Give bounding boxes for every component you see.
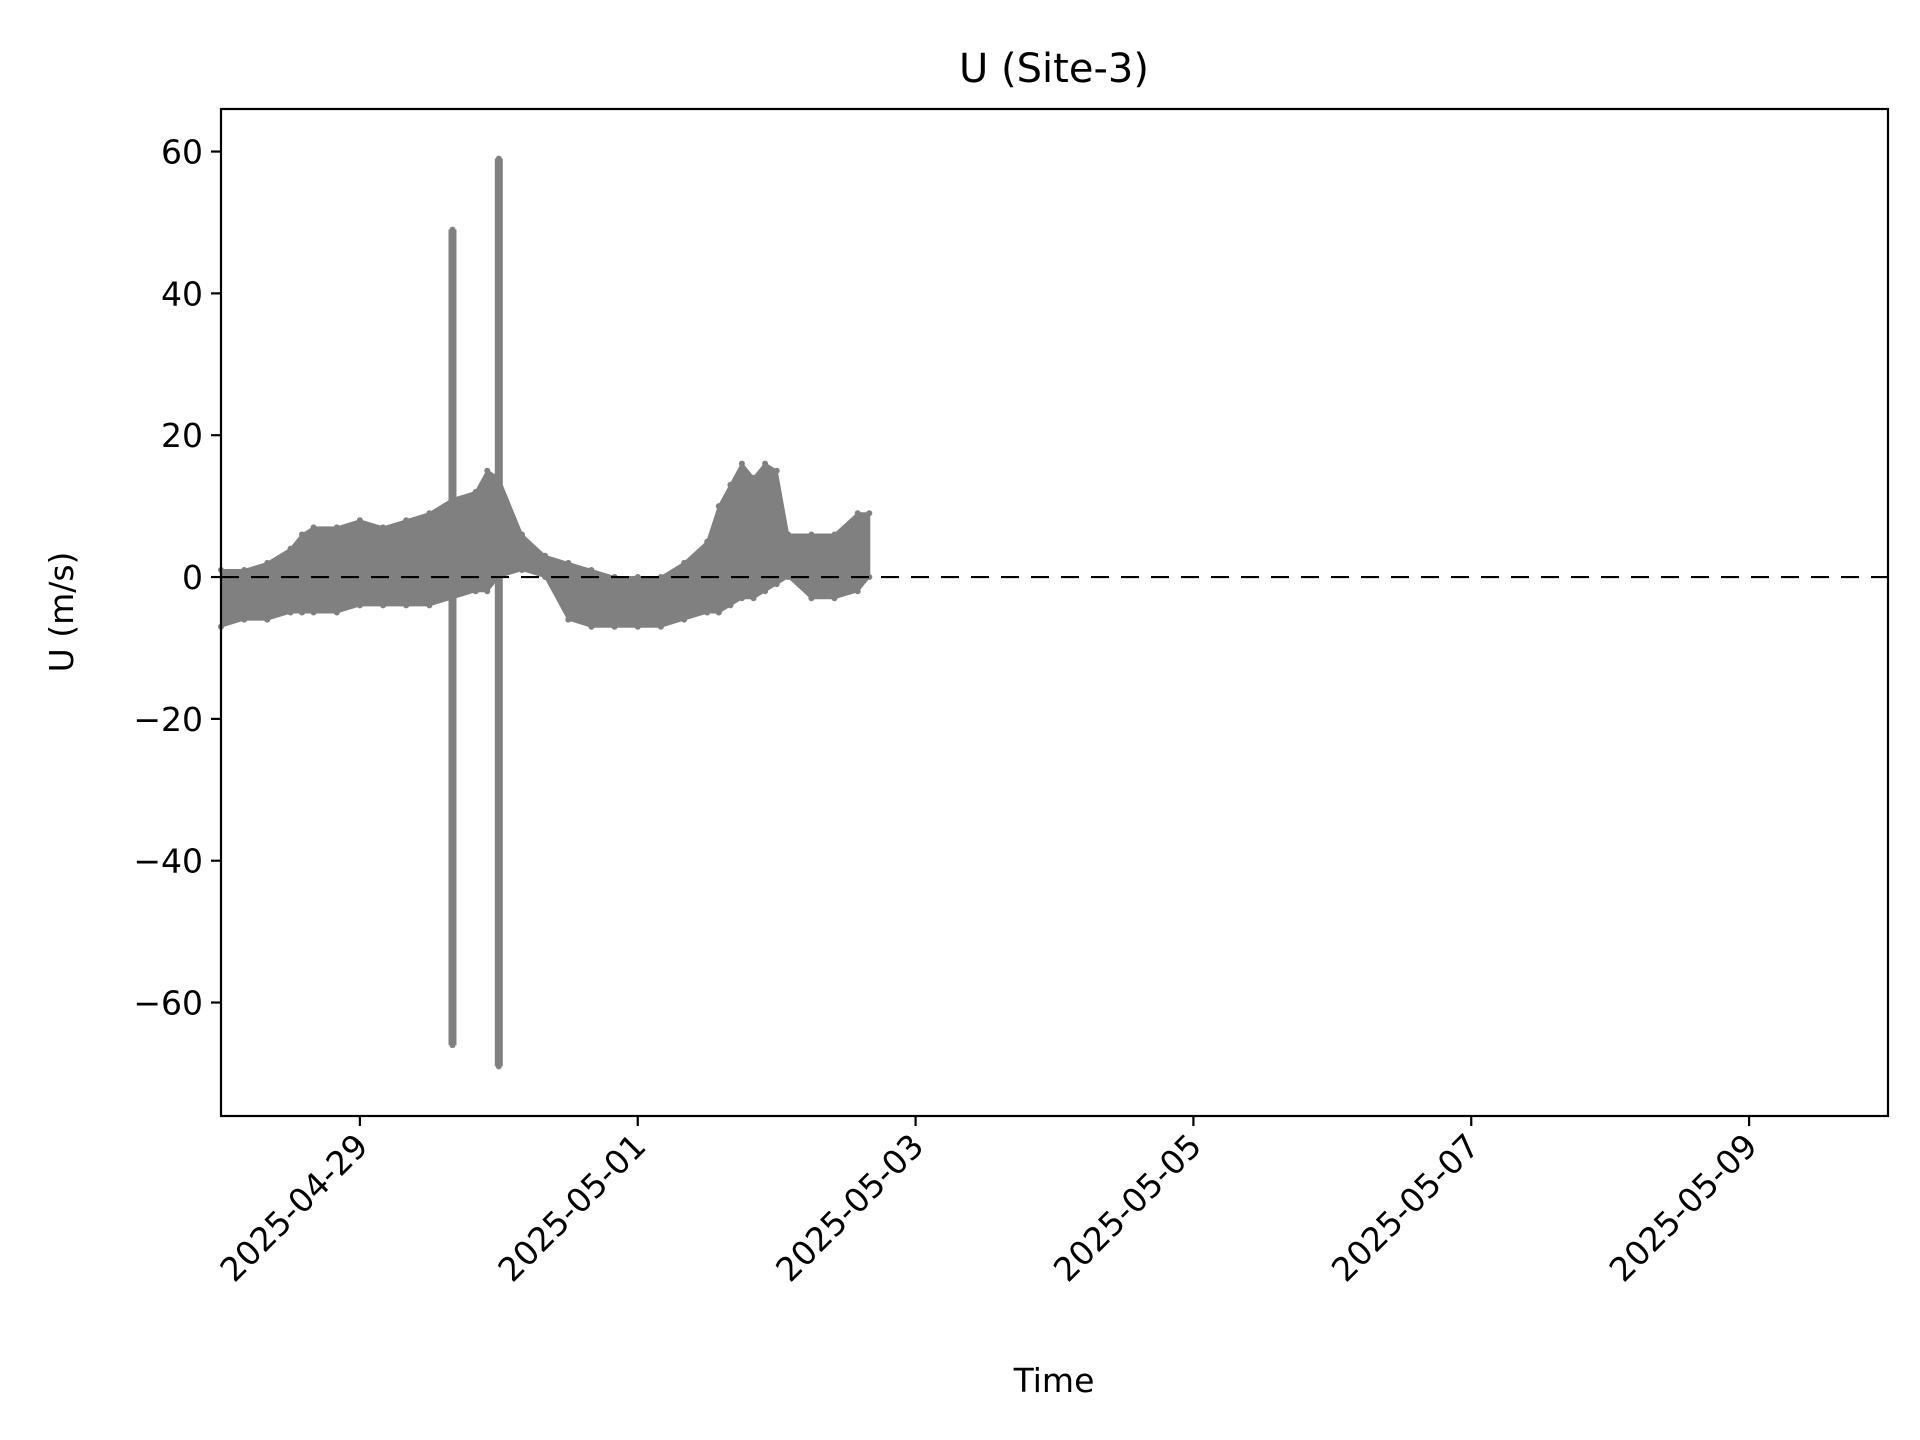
data-point-min-20 xyxy=(634,623,641,630)
data-point-max-30 xyxy=(785,531,792,538)
data-point-max-20 xyxy=(634,574,641,580)
data-point-max-24 xyxy=(715,503,722,510)
data-point-min-18 xyxy=(588,623,595,630)
data-point-max-10 xyxy=(426,510,433,517)
data-spike-1 xyxy=(494,158,503,1067)
data-point-min-26 xyxy=(738,595,745,602)
data-point-max-31 xyxy=(808,531,815,538)
data-point-max-7 xyxy=(356,517,363,524)
y-tick-label-5: −40 xyxy=(133,842,203,881)
data-point-max-17 xyxy=(565,559,572,566)
data-point-min-21 xyxy=(657,623,664,630)
data-point-min-16 xyxy=(542,574,549,580)
data-point-max-1 xyxy=(241,567,248,573)
data-point-max-28 xyxy=(762,460,769,467)
data-point-max-16 xyxy=(542,552,549,559)
data-point-min-32 xyxy=(831,595,838,602)
data-point-min-7 xyxy=(356,602,363,609)
data-point-min-8 xyxy=(380,602,387,609)
data-point-min-28 xyxy=(762,588,769,595)
x-axis-label: Time xyxy=(1013,1361,1095,1400)
data-point-min-3 xyxy=(287,609,294,616)
data-point-min-24 xyxy=(715,609,722,616)
y-tick-label-3: 0 xyxy=(182,558,203,597)
data-spike-top-0 xyxy=(449,226,456,233)
data-point-min-33 xyxy=(854,588,861,595)
data-point-max-13 xyxy=(484,467,491,474)
data-point-min-19 xyxy=(611,623,618,630)
data-point-min-23 xyxy=(704,609,711,616)
data-point-max-15 xyxy=(519,531,525,538)
data-point-max-21 xyxy=(657,574,664,580)
data-point-min-15 xyxy=(519,567,525,573)
data-point-max-5 xyxy=(310,524,317,531)
y-tick-label-2: 20 xyxy=(161,416,203,455)
data-point-min-6 xyxy=(333,609,340,616)
y-tick-label-6: −60 xyxy=(133,984,203,1023)
data-point-max-34 xyxy=(866,510,873,517)
data-point-max-26 xyxy=(738,460,745,467)
data-point-min-27 xyxy=(750,595,757,602)
data-point-max-27 xyxy=(750,474,757,481)
data-point-max-22 xyxy=(681,559,688,566)
data-point-max-9 xyxy=(403,517,410,524)
data-point-max-8 xyxy=(380,524,387,531)
data-point-min-34 xyxy=(866,574,873,580)
data-point-min-1 xyxy=(241,616,248,623)
data-point-max-3 xyxy=(287,545,294,552)
y-tick-label-1: 40 xyxy=(161,274,203,313)
y-tick-label-4: −20 xyxy=(133,700,203,739)
y-tick-label-0: 60 xyxy=(161,133,203,172)
data-point-max-12 xyxy=(472,488,479,495)
data-point-min-9 xyxy=(403,602,410,609)
data-point-min-31 xyxy=(808,595,815,602)
data-point-min-13 xyxy=(484,588,491,595)
data-point-min-10 xyxy=(426,602,433,609)
data-point-max-25 xyxy=(727,481,734,488)
data-point-min-29 xyxy=(773,581,780,588)
data-point-min-17 xyxy=(565,616,572,623)
data-spike-bottom-1 xyxy=(495,1063,502,1070)
data-point-min-2 xyxy=(264,616,271,623)
data-point-max-23 xyxy=(704,538,711,545)
data-point-max-2 xyxy=(264,559,271,566)
data-point-min-25 xyxy=(727,602,734,609)
y-axis-label: U (m/s) xyxy=(42,552,81,673)
data-spike-top-1 xyxy=(495,155,502,162)
plot-frame xyxy=(219,107,1890,1118)
data-point-max-32 xyxy=(831,531,838,538)
chart-title: U (Site-3) xyxy=(959,46,1149,92)
data-point-max-4 xyxy=(299,531,305,538)
data-point-min-22 xyxy=(681,616,688,623)
data-point-min-5 xyxy=(310,609,317,616)
data-spike-0 xyxy=(448,229,457,1046)
y-axis: 60 40 20 0 −20 −40 −60 xyxy=(133,133,221,1023)
data-layer xyxy=(218,155,873,1070)
data-point-max-29 xyxy=(773,467,780,474)
data-point-max-18 xyxy=(588,567,595,573)
data-point-max-6 xyxy=(333,524,340,531)
data-point-min-30 xyxy=(785,574,792,580)
data-spike-bottom-0 xyxy=(449,1042,456,1049)
data-point-min-4 xyxy=(299,609,305,616)
data-point-min-12 xyxy=(472,588,479,595)
data-point-max-33 xyxy=(854,510,861,517)
